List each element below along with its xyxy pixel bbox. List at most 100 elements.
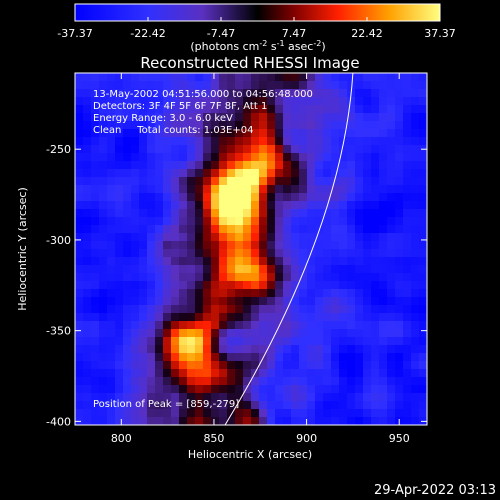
heatmap-cell	[187, 169, 196, 178]
heatmap-cell	[259, 321, 268, 330]
heatmap-cell	[339, 137, 348, 146]
heatmap-cell	[387, 401, 396, 410]
heatmap-cell	[243, 217, 252, 226]
heatmap-cell	[107, 233, 116, 242]
heatmap-cell	[379, 177, 388, 186]
heatmap-cell	[315, 193, 324, 202]
heatmap-cell	[379, 409, 388, 418]
heatmap-cell	[323, 241, 332, 250]
heatmap-cell	[83, 289, 92, 298]
heatmap-cell	[387, 201, 396, 210]
heatmap-cell	[115, 369, 124, 378]
heatmap-cell	[323, 361, 332, 370]
heatmap-cell	[267, 257, 276, 266]
heatmap-cell	[163, 377, 172, 386]
heatmap-cell	[363, 249, 372, 258]
heatmap-cell	[347, 169, 356, 178]
heatmap-cell	[107, 241, 116, 250]
heatmap-cell	[131, 257, 140, 266]
heatmap-cell	[387, 273, 396, 282]
heatmap-cell	[267, 233, 276, 242]
heatmap-cell	[99, 121, 108, 130]
heatmap-cell	[259, 361, 268, 370]
heatmap-cell	[163, 281, 172, 290]
heatmap-cell	[387, 233, 396, 242]
heatmap-cell	[147, 313, 156, 322]
heatmap-cell	[347, 73, 356, 82]
heatmap-cell	[203, 289, 212, 298]
heatmap-cell	[403, 281, 412, 290]
heatmap-cell	[187, 273, 196, 282]
heatmap-cell	[267, 137, 276, 146]
heatmap-cell	[243, 345, 252, 354]
heatmap-cell	[339, 233, 348, 242]
heatmap-cell	[211, 297, 220, 306]
heatmap-cell	[363, 305, 372, 314]
heatmap-cell	[419, 89, 427, 98]
heatmap-cell	[267, 113, 276, 122]
heatmap-cell	[387, 289, 396, 298]
heatmap-cell	[371, 305, 380, 314]
heatmap-cell	[155, 393, 164, 402]
heatmap-cell	[419, 137, 427, 146]
heatmap-cell	[395, 217, 404, 226]
heatmap-cell	[283, 417, 292, 425]
heatmap-cell	[155, 417, 164, 425]
heatmap-cell	[323, 193, 332, 202]
heatmap-cell	[411, 113, 420, 122]
heatmap-cell	[211, 321, 220, 330]
heatmap-cell	[203, 153, 212, 162]
heatmap-cell	[291, 393, 300, 402]
heatmap-cell	[171, 225, 180, 234]
heatmap-cell	[411, 185, 420, 194]
heatmap-cell	[355, 97, 364, 106]
heatmap-cell	[363, 89, 372, 98]
heatmap-cell	[203, 105, 212, 114]
heatmap-cell	[275, 329, 284, 338]
heatmap-cell	[403, 185, 412, 194]
heatmap-cell	[83, 177, 92, 186]
heatmap-cell	[155, 241, 164, 250]
heatmap-cell	[331, 137, 340, 146]
heatmap-cell	[91, 337, 100, 346]
heatmap-cell	[115, 361, 124, 370]
heatmap-cell	[219, 297, 228, 306]
heatmap-cell	[251, 81, 260, 90]
heatmap-cell	[395, 393, 404, 402]
heatmap-cell	[243, 313, 252, 322]
heatmap-cell	[123, 417, 132, 425]
heatmap-cell	[419, 361, 427, 370]
heatmap-cell	[371, 377, 380, 386]
heatmap-cell	[387, 153, 396, 162]
heatmap-cell	[123, 241, 132, 250]
heatmap-cell	[139, 161, 148, 170]
heatmap-cell	[155, 121, 164, 130]
heatmap-cell	[267, 297, 276, 306]
heatmap-cell	[379, 281, 388, 290]
heatmap-cell	[235, 217, 244, 226]
heatmap-cell	[347, 353, 356, 362]
heatmap-cell	[291, 417, 300, 425]
heatmap-cell	[259, 417, 268, 425]
heatmap-cell	[187, 257, 196, 266]
heatmap-cell	[107, 201, 116, 210]
heatmap-cell	[371, 161, 380, 170]
heatmap-cell	[211, 409, 220, 418]
heatmap-cell	[339, 73, 348, 82]
heatmap-cell	[283, 217, 292, 226]
heatmap-cell	[235, 385, 244, 394]
heatmap-cell	[235, 97, 244, 106]
heatmap-cell	[75, 241, 84, 250]
heatmap-cell	[131, 169, 140, 178]
heatmap-cell	[75, 281, 84, 290]
heatmap-cell	[251, 201, 260, 210]
heatmap-cell	[347, 409, 356, 418]
heatmap-cell	[339, 353, 348, 362]
heatmap-cell	[243, 201, 252, 210]
heatmap-cell	[339, 297, 348, 306]
heatmap-cell	[227, 129, 236, 138]
heatmap-cell	[331, 121, 340, 130]
heatmap-cell	[155, 97, 164, 106]
heatmap-cell	[179, 105, 188, 114]
heatmap-cell	[171, 329, 180, 338]
